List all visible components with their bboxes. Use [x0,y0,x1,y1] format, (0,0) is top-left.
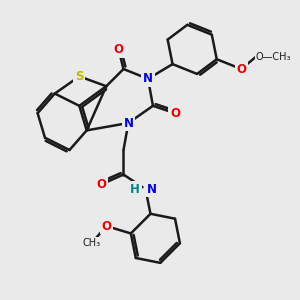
Text: O—CH₃: O—CH₃ [256,52,292,62]
Text: N: N [123,116,134,130]
Text: N: N [143,72,153,85]
Text: H: H [130,183,140,196]
Text: O: O [236,62,246,76]
Text: O: O [101,220,111,232]
Text: N: N [147,183,157,196]
Text: O: O [96,178,106,191]
Text: O: O [170,107,180,120]
Text: S: S [75,70,84,83]
Text: CH₃: CH₃ [82,238,101,248]
Text: O: O [114,43,124,56]
